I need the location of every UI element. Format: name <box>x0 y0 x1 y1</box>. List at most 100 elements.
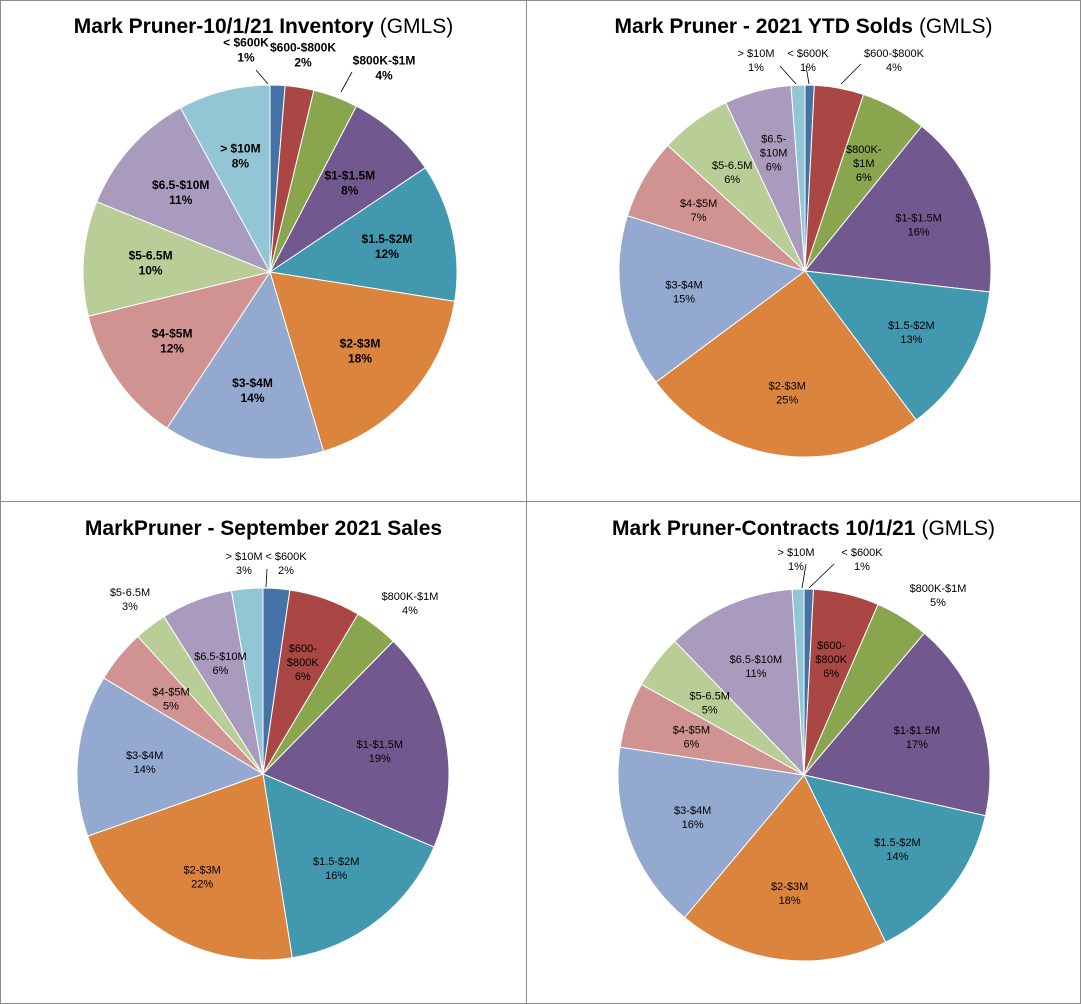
slice-category: < $600K <box>841 547 883 559</box>
slice-category: $2-$3M <box>771 881 808 893</box>
pie-slice-6-5-10m <box>96 107 272 273</box>
slice-percent: 6% <box>856 172 872 184</box>
slice-label-1-1-5m: $1-$1.5M 19% <box>357 739 403 765</box>
pie-slice-1-1-5m <box>269 105 426 273</box>
slice-percent: 17% <box>906 739 928 751</box>
pie-slice-3-4m <box>618 215 807 383</box>
pie-slice-3-4m <box>166 270 325 460</box>
slice-percent: 1% <box>788 561 804 573</box>
chart-title: Mark Pruner-Contracts 10/1/21 (GMLS) <box>612 517 995 540</box>
pie-slice-2-3m <box>269 271 456 452</box>
slice-category: > $10M <box>220 142 260 156</box>
slice-label-800k-1m: $800K-$1M 4% <box>382 591 439 617</box>
slice-percent: 22% <box>191 878 213 890</box>
pie-slice-10m <box>230 587 264 775</box>
slice-category: < $600K <box>265 551 307 563</box>
slice-category: $2-$3M <box>769 381 806 393</box>
slice-percent: 5% <box>163 700 179 712</box>
slice-percent: 5% <box>702 704 718 716</box>
slice-label-10m: > $10M 8% <box>220 142 260 171</box>
slice-percent: 12% <box>160 341 184 355</box>
slice-percent: 14% <box>886 851 908 863</box>
slice-percent: 11% <box>745 668 766 680</box>
slice-label-1-1-5m: $1-$1.5M 17% <box>894 725 940 751</box>
slice-category: > $10M <box>738 48 775 60</box>
slice-label-2-3m: $2-$3M 18% <box>771 881 808 907</box>
pie-slice-3-4m <box>617 746 805 919</box>
slice-percent: 6% <box>295 671 311 683</box>
pie-chart-svg: Mark Pruner - 2021 YTD Solds (GMLS) < $600… <box>615 15 993 458</box>
slice-percent: 18% <box>348 351 372 365</box>
chart-title-main: Mark Pruner - 2021 YTD Solds <box>615 15 913 38</box>
slice-percent: 6% <box>823 668 839 680</box>
pie-slice-2-3m <box>87 773 293 961</box>
pie-slice-1-5-2m <box>803 270 991 421</box>
slice-category: $4-$5M <box>680 198 717 210</box>
slice-category: $2-$3M <box>184 864 221 876</box>
pie-slice-6-5-10m <box>674 588 805 777</box>
slice-label-1-1-5m: $1-$1.5M 8% <box>324 168 375 197</box>
slice-label-600k: < $600K 1% <box>841 547 883 573</box>
slice-category: $4-$5M <box>152 686 189 698</box>
slice-category: $1.5-$2M <box>362 232 413 246</box>
slice-percent: 1% <box>237 51 255 65</box>
slice-category: $3-$4M <box>232 376 273 390</box>
chart-title: MarkPruner - September 2021 Sales <box>85 517 442 540</box>
slice-label-600-800k: $600- $800K 6% <box>287 643 319 683</box>
pie-slice-2-3m <box>655 270 917 458</box>
slice-category: $1-$1.5M <box>894 725 940 737</box>
slice-percent: 16% <box>682 819 704 831</box>
slice-category: $6.5- <box>761 133 786 145</box>
slice-category: $6.5-$10M <box>194 651 247 663</box>
slice-percent: 25% <box>776 395 798 407</box>
pie-slice-1-1-5m <box>803 632 991 817</box>
slice-label-1-5-2m: $1.5-$2M 14% <box>874 837 920 863</box>
chart-title-suffix: (GMLS) <box>380 15 454 38</box>
leader-line <box>779 65 797 85</box>
slice-label-600k: < $600K 2% <box>265 551 307 577</box>
pie-slice-4-5m <box>87 271 272 429</box>
slice-category: $800K <box>287 657 319 669</box>
leader-line <box>840 63 862 85</box>
slice-category: $800K <box>815 654 847 666</box>
slice-category: $10M <box>760 147 788 159</box>
leader-line <box>340 71 353 93</box>
chart-title-suffix: (GMLS) <box>919 15 993 38</box>
slice-label-4-5m: $4-$5M 7% <box>680 198 717 224</box>
slice-category: $1-$1.5M <box>357 739 403 751</box>
slice-percent: 13% <box>900 334 922 346</box>
leader-line <box>265 568 268 588</box>
slice-percent: 8% <box>341 183 359 197</box>
slice-category: $1-$1.5M <box>324 168 375 182</box>
leader-line <box>805 65 810 85</box>
pie-slice-1-5-2m <box>268 167 458 302</box>
slice-label-6-5-10m: $6.5-$10M 11% <box>730 654 783 680</box>
slice-category: $3-$4M <box>665 280 702 292</box>
slice-category: $600- <box>817 640 845 652</box>
slice-label-10m: > $10M 3% <box>226 551 263 577</box>
chart-title-main: Mark Pruner-Contracts 10/1/21 <box>612 517 916 540</box>
chart-title-main: Mark Pruner-10/1/21 Inventory <box>74 15 374 38</box>
slice-category: $1-$1.5M <box>895 212 941 224</box>
slice-label-600k: < $600K 1% <box>223 36 269 65</box>
slice-label-2-3m: $2-$3M 18% <box>340 336 381 365</box>
pie-chart-svg: Mark Pruner-10/1/21 Inventory (GMLS) < $60… <box>74 15 458 460</box>
slice-label-2-3m: $2-$3M 25% <box>769 381 806 407</box>
slice-category: $2-$3M <box>340 336 381 350</box>
slice-category: $600-$800K <box>864 48 925 60</box>
slice-label-2-3m: $2-$3M 22% <box>184 864 221 890</box>
slice-percent: 10% <box>139 264 163 278</box>
slice-category: $6.5-$10M <box>152 178 209 192</box>
slice-label-6-5-10m: $6.5- $10M 6% <box>760 133 788 173</box>
slice-category: $5-6.5M <box>712 160 752 172</box>
slice-percent: 7% <box>691 212 707 224</box>
slice-percent: 3% <box>236 565 252 577</box>
slice-label-5-6-5m: $5-6.5M 10% <box>129 249 173 278</box>
slice-label-3-4m: $3-$4M 16% <box>674 805 711 831</box>
slice-label-3-4m: $3-$4M 15% <box>665 280 702 306</box>
slice-category: $6.5-$10M <box>730 654 783 666</box>
slice-label-1-5-2m: $1.5-$2M 13% <box>888 320 934 346</box>
slice-category: < $600K <box>787 48 829 60</box>
slice-percent: 18% <box>779 895 801 907</box>
